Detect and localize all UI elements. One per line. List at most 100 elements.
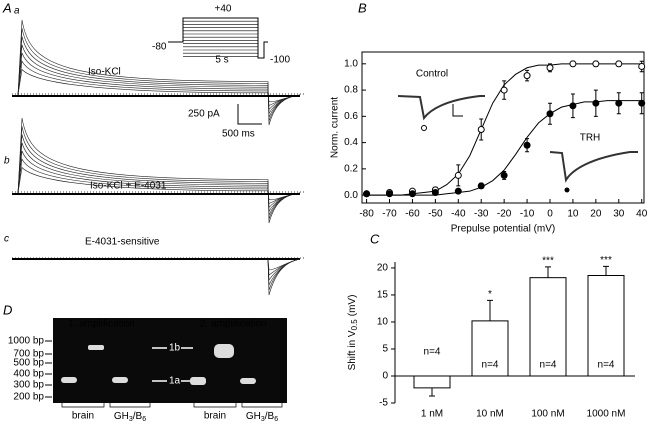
data-point xyxy=(454,187,462,195)
x-tick-label: 1000 nM xyxy=(587,409,626,420)
data-point xyxy=(431,188,439,196)
scale-label: 250 pA xyxy=(188,109,220,120)
data-point xyxy=(569,102,577,110)
inset-label: TRH xyxy=(580,133,601,144)
x-tick-label: -20 xyxy=(497,209,512,220)
protocol-label: 5 s xyxy=(215,55,228,66)
y-tick-label: 15 xyxy=(377,290,389,301)
current-trace xyxy=(267,258,301,291)
band-label: 1b xyxy=(169,343,181,354)
inset-label: Control xyxy=(416,69,448,80)
n-label: n=4 xyxy=(482,360,499,371)
data-point xyxy=(615,60,623,68)
y-tick-label: 10 xyxy=(377,317,389,328)
data-point xyxy=(546,64,554,72)
data-point xyxy=(638,99,646,107)
current-trace xyxy=(17,117,301,224)
ladder-label: 1000 bp xyxy=(8,336,45,347)
y-axis-label: Shift in V0.5 (mV) xyxy=(347,295,359,371)
bar xyxy=(413,375,451,389)
data-point xyxy=(408,190,416,198)
y-tick-label: 0.6 xyxy=(344,111,358,122)
current-trace xyxy=(267,258,301,296)
scale-label: 500 ms xyxy=(222,129,255,140)
y-tick-label: 0.4 xyxy=(344,137,358,148)
current-trace xyxy=(17,134,301,216)
gel-label: 2. amplification xyxy=(200,319,267,330)
ladder-label: 500 bp xyxy=(13,358,44,369)
y-tick-label: 1.0 xyxy=(344,58,358,69)
significance: *** xyxy=(600,255,612,266)
y-tick-label: 20 xyxy=(377,263,389,274)
protocol-label: -100 xyxy=(270,55,290,66)
panel-b: B -80 -70 -60 -50 -40 -30 -20 -10 0 10 20 30 40 0.0 0.2… xyxy=(330,0,648,234)
inset-scale xyxy=(452,104,463,117)
error-bar xyxy=(603,265,609,276)
significance: *** xyxy=(542,256,554,267)
data-point xyxy=(523,141,531,149)
current-trace xyxy=(17,68,301,103)
y-tick-label: -5 xyxy=(379,398,388,409)
data-point xyxy=(477,182,485,190)
lane-label-part: 6 xyxy=(142,416,146,423)
error-bar xyxy=(429,387,435,397)
inset-trace xyxy=(549,151,638,183)
current-trace xyxy=(17,142,301,213)
lane-bracket xyxy=(193,403,237,408)
y-tick-label: 0.2 xyxy=(344,164,358,175)
x-tick-label: 1 nM xyxy=(421,409,443,420)
x-tick-label: -10 xyxy=(520,209,535,220)
lane-label-part: GH xyxy=(114,411,129,422)
bands xyxy=(61,344,256,385)
current-trace xyxy=(17,52,301,111)
gel xyxy=(53,318,287,403)
y-tick-label: 0.0 xyxy=(344,190,358,201)
panel-sublabel: b xyxy=(4,156,10,167)
y-axis-label: Norm. current xyxy=(330,97,341,158)
current-trace xyxy=(17,19,301,126)
y-axis-label-part: Shift in V xyxy=(347,330,358,370)
lane-label-part: 6 xyxy=(274,416,278,423)
data-point xyxy=(363,190,371,198)
lane-label-part: GH xyxy=(246,411,261,422)
panel-label: C xyxy=(370,231,380,246)
ladder-label: 200 bp xyxy=(13,392,44,403)
band-label: 1a xyxy=(169,376,181,387)
data-point xyxy=(477,125,485,133)
arrow xyxy=(152,347,193,382)
lane-label: GH3/B6 xyxy=(246,411,278,423)
current-trace xyxy=(17,158,301,204)
n-label: n=4 xyxy=(598,360,615,371)
scale-bar xyxy=(237,104,262,125)
x-tick-label: -60 xyxy=(405,209,420,220)
lane-bracket xyxy=(109,403,151,408)
ladder-label: 700 bp xyxy=(13,349,44,360)
data-point xyxy=(592,60,600,68)
x-tick-label: -50 xyxy=(428,209,443,220)
inset-marker xyxy=(564,187,570,193)
panel-label: A xyxy=(2,0,12,15)
bar xyxy=(587,275,625,377)
y-tick-label: 5 xyxy=(382,344,388,355)
lane-label: brain xyxy=(72,411,94,422)
current-trace xyxy=(17,126,301,220)
data-point xyxy=(546,110,554,118)
ladder-label: 400 bp xyxy=(13,369,44,380)
current-trace xyxy=(17,36,301,118)
current-trace xyxy=(17,150,301,209)
n-label: n=4 xyxy=(540,360,557,371)
lane-bracket xyxy=(241,403,283,408)
protocol xyxy=(168,17,268,59)
lane-label-part: /B xyxy=(133,411,143,422)
lane-label-part: /B xyxy=(265,411,275,422)
trace-label: E-4031-sensitive xyxy=(85,237,160,248)
lane-label: brain xyxy=(204,411,226,422)
current-trace xyxy=(17,60,301,106)
x-tick-label: -80 xyxy=(359,209,374,220)
inset-marker xyxy=(421,125,427,131)
inset-trace xyxy=(397,95,485,121)
current-trace xyxy=(17,44,301,115)
panel-label: B xyxy=(358,0,367,15)
data-point xyxy=(500,86,508,94)
